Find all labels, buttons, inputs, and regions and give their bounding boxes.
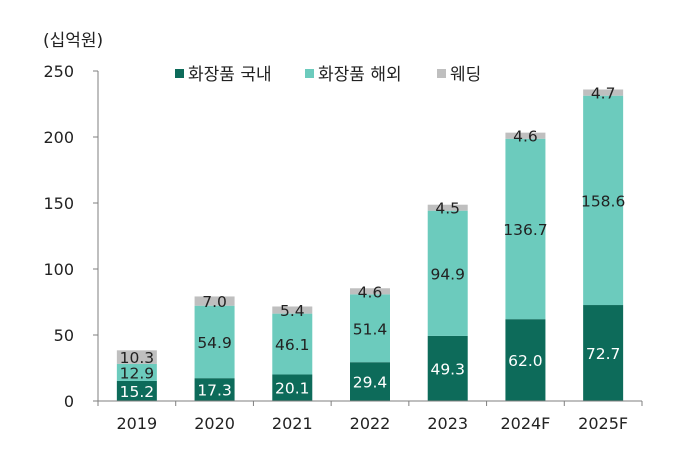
- legend-swatch: [437, 69, 446, 78]
- data-label: 54.9: [197, 334, 232, 352]
- data-label: 4.6: [513, 128, 538, 146]
- x-axis-ticks: 2019 2020 2021 2022 2023 2024F 2025F: [97, 401, 643, 433]
- x-tick-label: 2025F: [578, 414, 628, 433]
- y-axis-unit-label: (십억원): [43, 31, 103, 51]
- data-label: 7.0: [202, 293, 227, 311]
- bar-segment: [350, 294, 390, 363]
- bar-segment: [583, 89, 624, 96]
- data-label: 46.1: [275, 336, 310, 354]
- data-labels: 15.212.910.3 17.3 54.9 7.0 20.1 46.1 5.4 29.4 51…: [120, 85, 626, 401]
- data-label: 158.6: [581, 192, 625, 210]
- bar-segment: [505, 132, 546, 139]
- data-label: 94.9: [430, 265, 465, 283]
- x-tick-label: 2022: [350, 414, 391, 433]
- data-label: 20.1: [275, 380, 310, 398]
- bar-segment: [194, 305, 235, 379]
- bar-segment: [505, 319, 546, 401]
- x-tick-label: 2024F: [500, 414, 550, 433]
- data-label: 49.3: [430, 360, 465, 378]
- data-label: 4.5: [435, 200, 460, 218]
- bar-segment: [427, 335, 468, 401]
- bar-segment: [505, 138, 546, 320]
- y-tick-label: 50: [54, 326, 74, 345]
- y-tick-label: 0: [64, 392, 74, 411]
- x-tick-label: 2023: [427, 414, 468, 433]
- bar-segment: [272, 313, 313, 375]
- data-label: 29.4: [353, 374, 388, 392]
- x-tick-label: 2020: [194, 414, 235, 433]
- bars: [116, 89, 624, 401]
- bar-segment: [116, 380, 157, 401]
- legend-label: 웨딩: [450, 65, 481, 85]
- bar-segment: [427, 210, 468, 336]
- data-label: 15.2: [120, 383, 155, 401]
- data-label: 12.9: [120, 364, 155, 382]
- bar-segment: [194, 296, 235, 306]
- data-label: 10.3: [120, 349, 155, 367]
- data-label: 4.6: [358, 283, 383, 301]
- bar-segment: [194, 378, 235, 401]
- bar-segment: [116, 350, 157, 364]
- bar-segment: [116, 363, 157, 381]
- y-tick-label: 100: [43, 260, 74, 279]
- data-label: 51.4: [353, 320, 388, 338]
- y-tick-label: 250: [43, 62, 74, 81]
- legend-swatch: [305, 69, 314, 78]
- bar-segment: [272, 374, 313, 401]
- bar-segment: [272, 306, 313, 314]
- legend-label: 화장품 국내: [188, 65, 272, 85]
- y-tick-label: 200: [43, 128, 74, 147]
- data-label: 5.4: [280, 302, 305, 320]
- data-label: 4.7: [591, 85, 616, 103]
- legend-label: 화장품 해외: [318, 65, 402, 85]
- bar-segment: [583, 305, 624, 401]
- bar-segment: [350, 288, 390, 295]
- x-tick-label: 2021: [272, 414, 313, 433]
- bar-segment: [583, 95, 624, 306]
- legend-swatch: [175, 69, 184, 78]
- bar-segment: [427, 204, 468, 211]
- bar-segment: [350, 362, 390, 401]
- x-tick-label: 2019: [116, 414, 157, 433]
- data-label: 17.3: [197, 382, 232, 400]
- y-axis-ticks: 0 50 100 150 200 250: [43, 62, 99, 411]
- data-label: 72.7: [586, 345, 621, 363]
- legend: 화장품 국내 화장품 해외 웨딩: [175, 65, 481, 85]
- data-label: 136.7: [503, 221, 547, 239]
- y-tick-label: 150: [43, 194, 74, 213]
- data-label: 62.0: [508, 352, 543, 370]
